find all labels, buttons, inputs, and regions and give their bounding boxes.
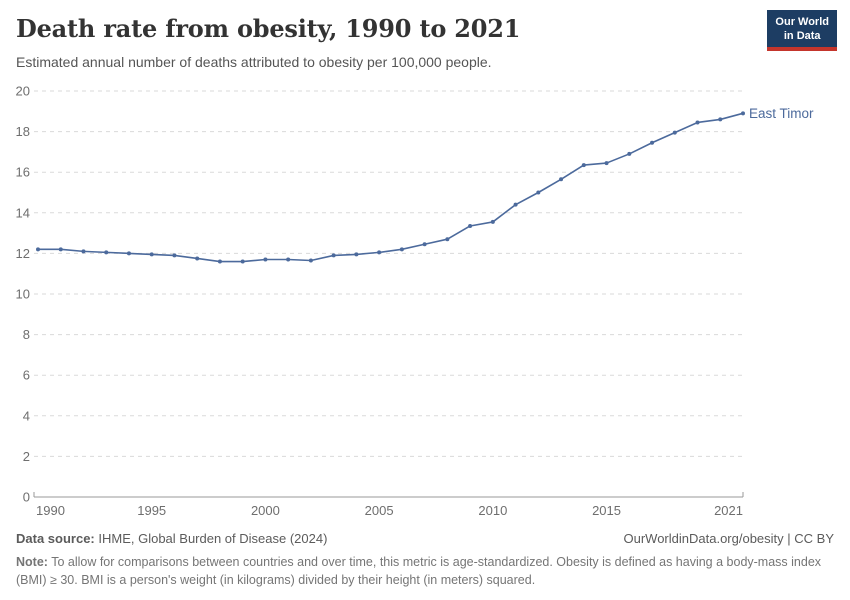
data-point[interactable]: [149, 252, 154, 257]
data-point[interactable]: [104, 250, 109, 255]
data-point[interactable]: [650, 140, 655, 145]
data-point[interactable]: [536, 190, 541, 195]
source-row: Data source: IHME, Global Burden of Dise…: [16, 531, 834, 546]
data-point[interactable]: [377, 250, 382, 255]
data-point[interactable]: [559, 177, 564, 182]
data-point[interactable]: [354, 252, 359, 257]
data-point[interactable]: [718, 117, 723, 122]
chart-canvas[interactable]: 0 2 4 6 8 10 12 14 16 18 20 1990 1995 2000 2005 2010 201…: [0, 80, 850, 525]
note-text: To allow for comparisons between countri…: [16, 555, 822, 588]
x-tick-label: 1990: [36, 503, 65, 518]
y-axis-labels: 0 2 4 6 8 10 12 14 16 18 20: [16, 84, 30, 505]
x-tick-label: 2010: [478, 503, 507, 518]
y-gridlines: [34, 90, 746, 457]
data-point[interactable]: [217, 259, 222, 264]
x-tick-label: 1995: [137, 503, 166, 518]
data-point[interactable]: [36, 247, 40, 252]
data-point[interactable]: [308, 258, 313, 263]
owid-logo-line2: in Data: [783, 30, 821, 43]
x-tick-label: 2015: [592, 503, 621, 518]
data-point[interactable]: [445, 237, 450, 242]
x-tick-label: 2005: [365, 503, 394, 518]
note-label: Note:: [16, 555, 48, 569]
data-point[interactable]: [695, 120, 700, 125]
data-point[interactable]: [172, 253, 177, 258]
y-tick-label: 8: [23, 327, 30, 342]
data-point[interactable]: [422, 242, 427, 247]
series-end-label[interactable]: East Timor: [749, 106, 814, 121]
series-line: [37, 112, 744, 263]
x-axis: 1990 1995 2000 2005 2010 2015 2021: [33, 492, 744, 518]
data-point[interactable]: [286, 257, 291, 262]
y-tick-label: 20: [16, 84, 30, 99]
data-points: [36, 111, 745, 264]
y-tick-label: 4: [23, 408, 30, 423]
y-tick-label: 6: [23, 368, 30, 383]
data-point[interactable]: [468, 223, 473, 228]
data-source-text: IHME, Global Burden of Disease (2024): [94, 531, 328, 546]
x-tick-label: 2000: [251, 503, 280, 518]
x-tick-label: 2021: [714, 503, 743, 518]
owid-logo-line1: Our World: [775, 16, 829, 28]
owid-logo[interactable]: Our World in Data: [767, 10, 837, 51]
y-tick-label: 16: [16, 165, 30, 180]
chart-footer: Data source: IHME, Global Burden of Dise…: [16, 531, 834, 589]
chart-note: Note: To allow for comparisons between c…: [16, 553, 824, 589]
y-tick-label: 12: [16, 246, 30, 261]
page-title: Death rate from obesity, 1990 to 2021: [16, 14, 521, 43]
data-point[interactable]: [81, 249, 86, 254]
data-point[interactable]: [331, 253, 336, 258]
data-point[interactable]: [604, 161, 609, 166]
data-point[interactable]: [741, 111, 745, 116]
data-point[interactable]: [490, 219, 495, 224]
y-tick-label: 2: [23, 449, 30, 464]
y-tick-label: 14: [16, 205, 30, 220]
data-point[interactable]: [581, 163, 586, 168]
data-source: Data source: IHME, Global Burden of Dise…: [16, 531, 327, 546]
data-point[interactable]: [513, 202, 518, 207]
y-tick-label: 18: [16, 124, 30, 139]
data-point[interactable]: [195, 256, 200, 261]
data-point[interactable]: [126, 251, 131, 256]
data-point[interactable]: [240, 259, 245, 264]
license-link[interactable]: OurWorldinData.org/obesity | CC BY: [623, 531, 835, 546]
data-point[interactable]: [399, 247, 404, 252]
y-tick-label: 0: [23, 490, 30, 505]
data-point[interactable]: [627, 151, 632, 156]
data-point[interactable]: [672, 130, 677, 135]
data-source-label: Data source:: [16, 531, 95, 546]
data-point[interactable]: [58, 247, 63, 252]
data-point[interactable]: [263, 257, 268, 262]
chart-subtitle: Estimated annual number of deaths attrib…: [16, 54, 492, 70]
y-tick-label: 10: [16, 287, 30, 302]
